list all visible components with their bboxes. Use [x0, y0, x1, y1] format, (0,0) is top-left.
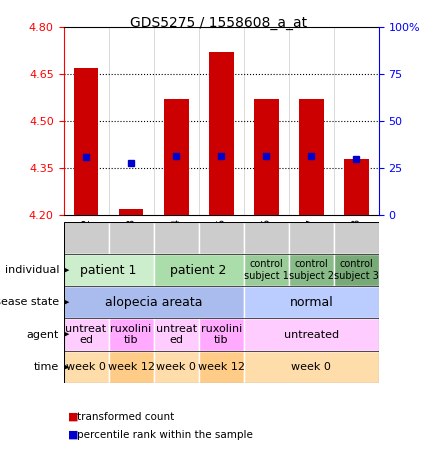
Text: ruxolini
tib: ruxolini tib [110, 324, 152, 345]
Text: normal: normal [290, 296, 333, 309]
Text: week 12: week 12 [108, 361, 155, 372]
Bar [199, 222, 244, 254]
Bar [199, 318, 244, 351]
Bar [164, 99, 188, 215]
Text: disease state: disease state [0, 297, 59, 308]
Text: control
subject 1: control subject 1 [244, 260, 289, 281]
Text: week 0: week 0 [66, 361, 106, 372]
Bar [109, 318, 154, 351]
Text: transformed count: transformed count [77, 412, 174, 422]
Bar [244, 318, 379, 351]
Bar [244, 222, 289, 254]
Bar [154, 222, 199, 254]
Bar [74, 68, 99, 215]
Text: ■: ■ [68, 430, 78, 440]
Bar [244, 286, 379, 318]
Bar [244, 254, 289, 286]
Text: control
subject 2: control subject 2 [289, 260, 334, 281]
Bar [154, 254, 244, 286]
Bar [109, 351, 154, 383]
Text: percentile rank within the sample: percentile rank within the sample [77, 430, 253, 440]
Text: ▶: ▶ [64, 267, 69, 273]
Text: week 0: week 0 [291, 361, 331, 372]
Text: control
subject 3: control subject 3 [334, 260, 379, 281]
Bar [64, 351, 109, 383]
Bar [64, 254, 154, 286]
Text: ▶: ▶ [64, 332, 69, 337]
Text: patient 2: patient 2 [170, 264, 227, 277]
Text: patient 1: patient 1 [81, 264, 137, 277]
Text: ■: ■ [68, 412, 78, 422]
Bar [154, 351, 199, 383]
Bar [154, 318, 199, 351]
Text: untreat
ed: untreat ed [65, 324, 106, 345]
Bar [344, 159, 369, 215]
Bar [254, 99, 279, 215]
Bar [64, 318, 109, 351]
Text: week 0: week 0 [156, 361, 196, 372]
Text: week 12: week 12 [198, 361, 245, 372]
Text: ruxolini
tib: ruxolini tib [201, 324, 242, 345]
Bar [119, 209, 144, 215]
Text: individual: individual [5, 265, 59, 275]
Bar [209, 52, 233, 215]
Bar [289, 254, 334, 286]
Bar [244, 351, 379, 383]
Bar [334, 222, 379, 254]
Text: agent: agent [27, 329, 59, 340]
Text: alopecia areata: alopecia areata [105, 296, 202, 309]
Text: untreated: untreated [284, 329, 339, 340]
Text: ▶: ▶ [64, 299, 69, 305]
Bar [299, 99, 324, 215]
Text: ▶: ▶ [64, 364, 69, 370]
Bar [334, 254, 379, 286]
Bar [64, 286, 244, 318]
Text: untreat
ed: untreat ed [155, 324, 197, 345]
Bar [199, 351, 244, 383]
Bar [64, 222, 109, 254]
Text: time: time [34, 361, 59, 372]
Bar [109, 222, 154, 254]
Text: GDS5275 / 1558608_a_at: GDS5275 / 1558608_a_at [131, 16, 307, 30]
Bar [289, 222, 334, 254]
